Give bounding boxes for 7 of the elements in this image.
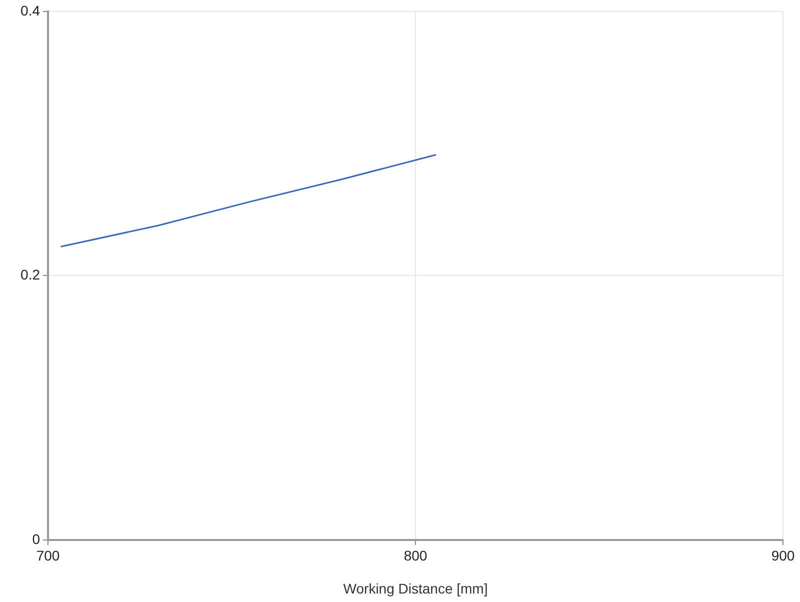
x-tick-label: 700 (36, 547, 60, 564)
y-tick-label: 0.2 (20, 266, 40, 283)
x-tick-label: 800 (404, 547, 428, 564)
y-tick-label: 0.4 (20, 2, 40, 18)
y-tick-label: 0 (32, 530, 40, 547)
x-tick-label: 900 (771, 547, 795, 564)
x-axis-title: Working Distance [mm] (343, 580, 488, 596)
